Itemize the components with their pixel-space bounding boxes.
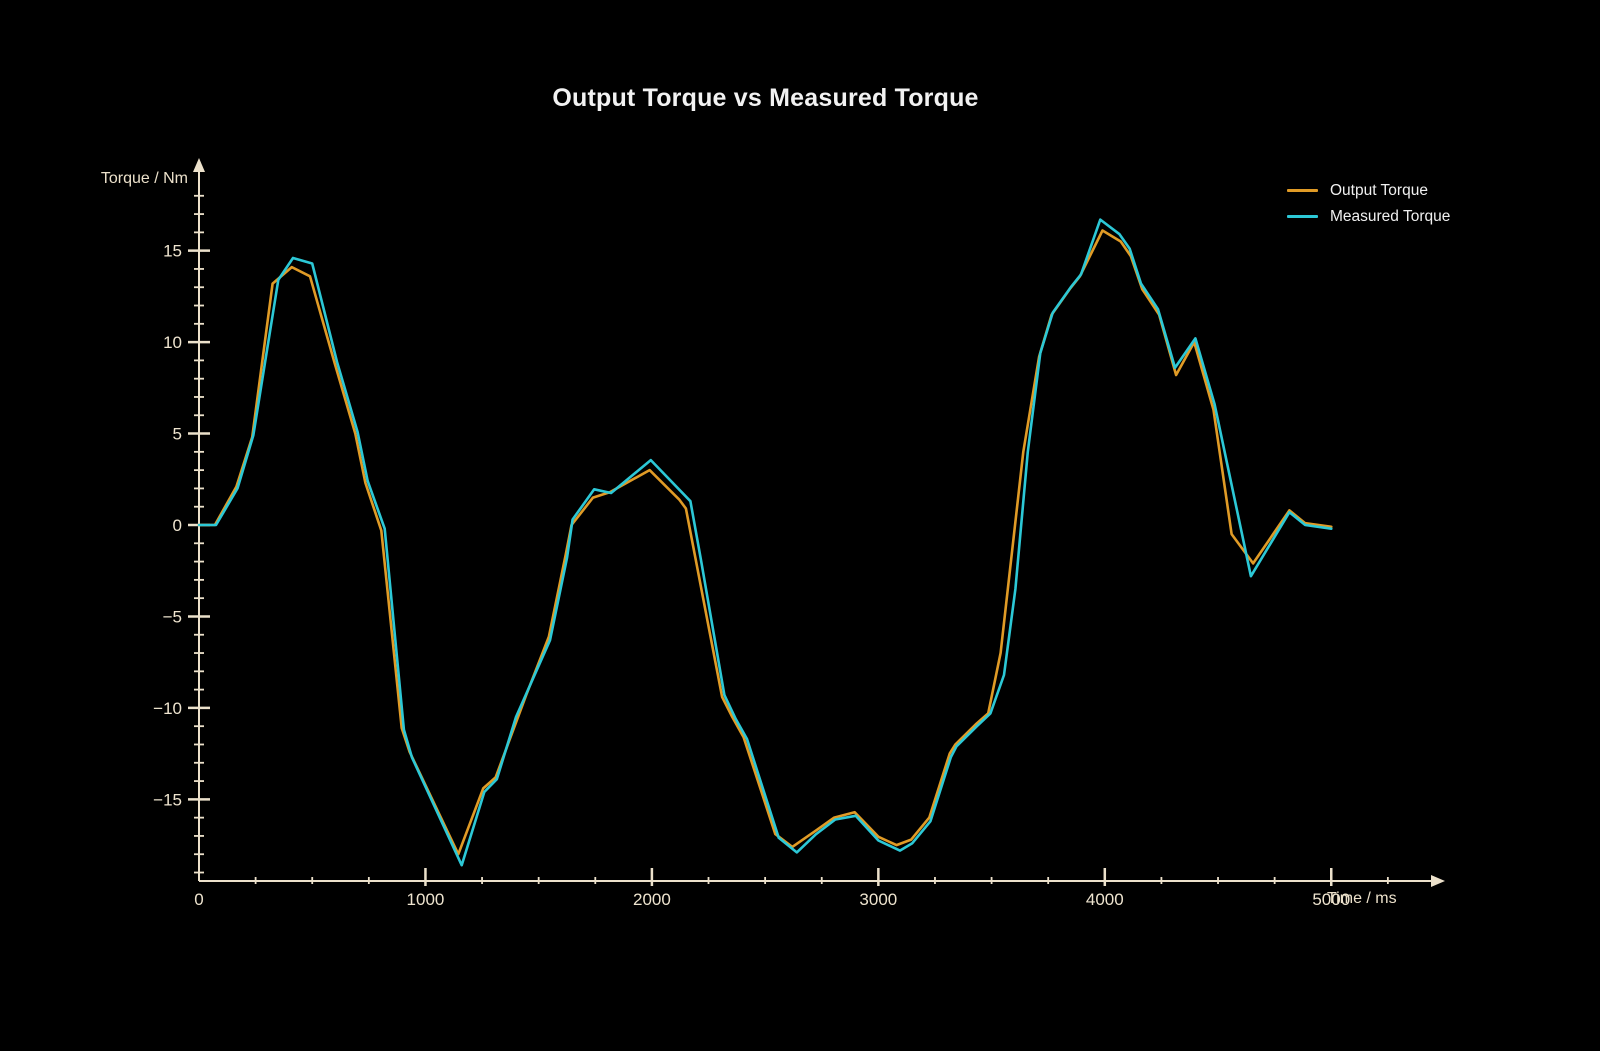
x-tick-label: 1000 xyxy=(407,890,445,909)
legend-item-output-torque: Output Torque xyxy=(1287,180,1450,201)
y-tick-label: 5 xyxy=(173,425,182,444)
legend: Output Torque Measured Torque xyxy=(1287,180,1450,227)
y-tick-label: −10 xyxy=(153,699,182,718)
y-tick-label: 0 xyxy=(173,516,182,535)
x-tick-label: 0 xyxy=(194,890,203,909)
x-tick-label: 5000 xyxy=(1312,890,1350,909)
x-tick-label: 4000 xyxy=(1086,890,1124,909)
y-tick-label: 15 xyxy=(163,242,182,261)
x-tick-label: 3000 xyxy=(859,890,897,909)
legend-label-output-torque: Output Torque xyxy=(1330,181,1428,199)
measured-torque-line xyxy=(197,218,1333,867)
y-tick-label: 10 xyxy=(163,333,182,352)
legend-label-measured-torque: Measured Torque xyxy=(1330,207,1451,225)
x-axis-arrow xyxy=(1431,875,1445,887)
y-tick-label: −15 xyxy=(153,790,182,809)
y-axis-arrow xyxy=(193,158,205,172)
output-torque-line-swatch xyxy=(1287,189,1318,192)
x-tick-label: 2000 xyxy=(633,890,671,909)
chart-title: Output Torque vs Measured Torque xyxy=(552,84,979,112)
legend-item-measured-torque: Measured Torque xyxy=(1287,206,1450,227)
y-tick-label: −5 xyxy=(163,607,182,626)
x-axis-label: Time / ms xyxy=(1327,890,1397,907)
y-axis-label: Torque / Nm xyxy=(100,170,188,187)
measured-torque-line-swatch xyxy=(1287,215,1318,218)
